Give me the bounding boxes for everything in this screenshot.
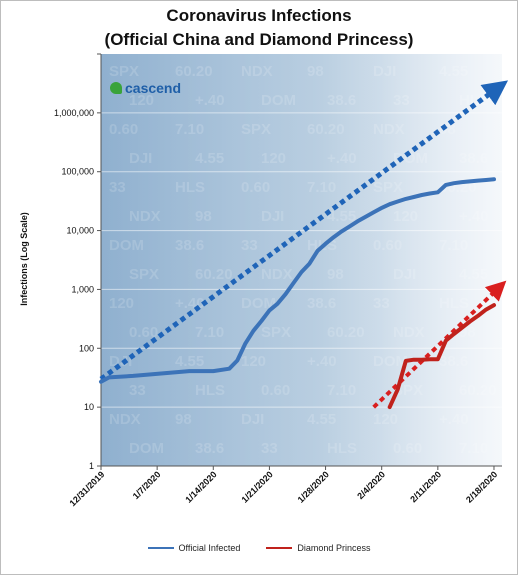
data-point-diamond-princess: [420, 358, 423, 361]
x-tick-label: 1/28/2020: [296, 469, 331, 504]
data-point-official-infected: [260, 319, 263, 323]
data-point-official-infected: [332, 236, 335, 239]
data-point-official-infected: [268, 309, 271, 312]
data-point-official-infected: [412, 195, 415, 199]
data-point-diamond-princess: [388, 405, 391, 409]
data-point-official-infected: [107, 376, 111, 379]
data-point-diamond-princess: [436, 358, 440, 361]
legend-swatch-diamond-princess: [266, 547, 293, 549]
data-point-official-infected: [244, 342, 247, 345]
data-point-official-infected: [236, 359, 239, 362]
data-point-official-infected: [131, 374, 135, 378]
data-point-official-infected: [188, 369, 191, 373]
y-tick-label: 10,000: [66, 226, 94, 236]
data-point-diamond-princess: [484, 308, 488, 311]
data-point-official-infected: [300, 270, 303, 274]
x-tick-label: 2/11/2020: [408, 469, 443, 504]
data-point-diamond-princess: [404, 359, 407, 363]
data-point-official-infected: [388, 203, 391, 206]
data-point-official-infected: [476, 179, 480, 182]
logo: cascend: [110, 80, 181, 96]
data-point-official-infected: [396, 200, 399, 203]
x-tick-label: 2/18/2020: [464, 469, 499, 504]
legend-item-official-infected: Official Infected: [147, 543, 241, 553]
data-point-official-infected: [276, 302, 279, 305]
x-tick-label: 1/7/2020: [131, 469, 163, 501]
data-point-official-infected: [340, 230, 343, 233]
series-lines: [99, 177, 496, 410]
y-tick-label: 1,000,000: [54, 108, 94, 118]
data-point-official-infected: [492, 178, 496, 181]
data-point-official-infected: [364, 215, 367, 218]
legend-label-diamond-princess: Diamond Princess: [297, 543, 371, 553]
data-point-diamond-princess: [428, 358, 432, 361]
data-point-official-infected: [252, 329, 255, 333]
trend-arrow-official: [99, 80, 509, 382]
data-point-official-infected: [212, 369, 215, 373]
data-point-official-infected: [99, 380, 103, 383]
data-point-diamond-princess: [396, 388, 399, 391]
data-point-official-infected: [380, 206, 383, 210]
data-point-diamond-princess: [492, 303, 496, 307]
x-tick-label: 1/21/2020: [239, 469, 274, 504]
x-axis: 12/31/2019 1/7/2020 1/14/2020 1/21/2020 1/28…: [67, 465, 502, 508]
y-tick-label: 100: [79, 343, 94, 353]
data-point-official-infected: [436, 191, 440, 194]
y-tick-label: 10: [84, 402, 94, 412]
data-point-official-infected: [452, 181, 456, 185]
data-point-official-infected: [444, 183, 448, 187]
plot-fade: [101, 54, 502, 466]
logo-mark-icon: [110, 82, 122, 94]
x-tick-label: 1/14/2020: [183, 469, 218, 504]
data-point-official-infected: [468, 180, 472, 183]
data-point-official-infected: [348, 225, 351, 228]
legend-swatch-official-infected: [147, 547, 174, 549]
data-point-official-infected: [292, 281, 295, 285]
legend: Official Infected Diamond Princess: [0, 543, 518, 553]
trend-lines: [99, 80, 509, 409]
data-point-official-infected: [228, 367, 231, 370]
data-point-official-infected: [404, 197, 407, 201]
x-tick-label: 2/4/2020: [355, 469, 387, 501]
y-tick-label: 1,000: [71, 284, 94, 294]
y-axis: 1 10 100 1,000 10,000 100,000 1,000,000: [54, 53, 102, 471]
trend-arrow-diamond-princess: [372, 280, 507, 409]
data-point-official-infected: [316, 249, 319, 253]
data-point-official-infected: [484, 178, 488, 182]
data-point-diamond-princess: [444, 339, 448, 342]
chart-title: Coronavirus Infections (Official China a…: [104, 6, 414, 49]
data-point-official-infected: [308, 262, 311, 265]
logo-text: cascend: [125, 80, 182, 96]
legend-label-official-infected: Official Infected: [178, 543, 241, 553]
data-point-diamond-princess: [412, 358, 415, 361]
data-point-official-infected: [372, 211, 375, 214]
legend-item-diamond-princess: Diamond Princess: [266, 543, 370, 553]
y-tick-label: 1: [89, 461, 94, 471]
y-tick-label: 100,000: [61, 167, 94, 177]
data-point-official-infected: [324, 242, 327, 245]
data-point-diamond-princess: [468, 320, 472, 323]
data-point-diamond-princess: [452, 332, 456, 336]
data-point-official-infected: [428, 192, 432, 195]
data-point-official-infected: [356, 220, 359, 223]
data-point-diamond-princess: [476, 314, 480, 318]
data-point-official-infected: [284, 292, 287, 296]
data-point-official-infected: [460, 180, 464, 184]
data-point-official-infected: [420, 193, 423, 197]
y-axis-label: Infections (Log Scale): [19, 212, 29, 306]
x-tick-label: 12/31/2019: [67, 469, 106, 508]
